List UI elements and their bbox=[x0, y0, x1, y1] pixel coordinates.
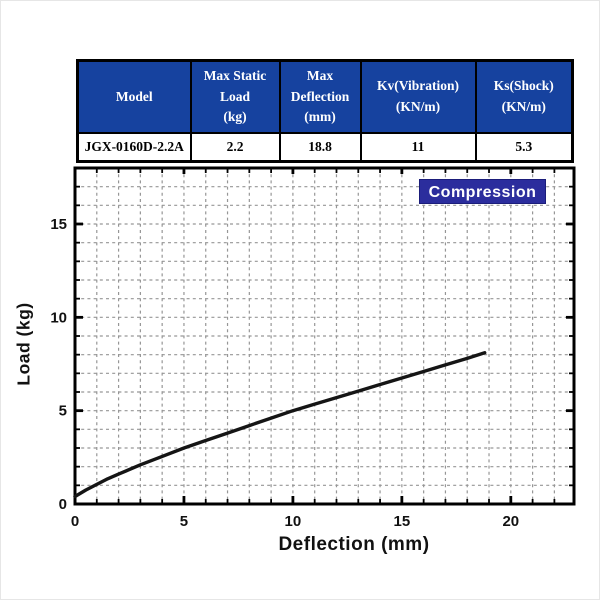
y-axis-title: Load (kg) bbox=[13, 302, 34, 386]
cell-max-deflection: 18.8 bbox=[278, 132, 362, 163]
x-tick-label: 15 bbox=[394, 513, 411, 530]
col-header-max-deflection: Max Deflection (mm) bbox=[278, 59, 362, 134]
compression-chart: 0 5 10 15 20 0 5 10 15 Compression Deflection (m… bbox=[1, 156, 599, 599]
cell-max-static-load: 2.2 bbox=[189, 132, 281, 163]
spec-table: Model Max Static Load (kg) Max Deflectio… bbox=[76, 59, 574, 163]
col-header-model: Model bbox=[76, 59, 192, 134]
x-tick-label: 20 bbox=[502, 513, 519, 530]
col-header-max-static-load: Max Static Load (kg) bbox=[189, 59, 281, 134]
cell-ks-shock: 5.3 bbox=[474, 132, 574, 163]
spec-data-row: JGX-0160D-2.2A 2.2 18.8 11 5.3 bbox=[76, 132, 574, 163]
cell-kv-vibration: 11 bbox=[359, 132, 477, 163]
y-tick-label: 5 bbox=[59, 403, 67, 420]
legend-compression-badge: Compression bbox=[419, 179, 546, 204]
compression-plot-svg: 0 5 10 15 20 0 5 10 15 bbox=[50, 166, 576, 530]
col-header-kv-vibration: Kv(Vibration) (KN/m) bbox=[359, 59, 477, 134]
y-tick-label: 10 bbox=[50, 309, 67, 326]
col-header-ks-shock: Ks(Shock) (KN/m) bbox=[474, 59, 574, 134]
cell-model: JGX-0160D-2.2A bbox=[76, 132, 192, 163]
x-tick-label: 5 bbox=[180, 513, 188, 530]
spec-header-row: Model Max Static Load (kg) Max Deflectio… bbox=[76, 59, 574, 134]
compression-curve bbox=[73, 351, 487, 499]
y-tick-label: 0 bbox=[59, 496, 67, 513]
plot-frame bbox=[73, 166, 576, 506]
y-tick-label: 15 bbox=[50, 216, 67, 233]
x-tick-label: 0 bbox=[71, 513, 79, 530]
x-tick-label: 10 bbox=[285, 513, 302, 530]
x-axis-title: Deflection (mm) bbox=[278, 534, 430, 555]
